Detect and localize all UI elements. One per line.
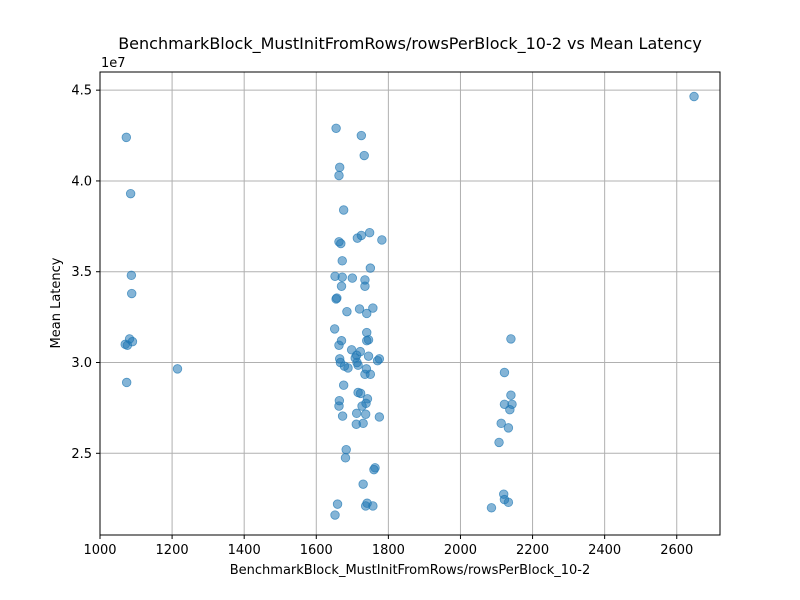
y-axis-ticks: 2.5 3.0 3.5 4.0 4.5 <box>71 84 100 462</box>
scatter-point <box>338 380 349 390</box>
scatter-point <box>363 351 374 361</box>
x-tick-label: 2600 <box>660 543 693 558</box>
y-tick-label: 3.5 <box>71 265 92 280</box>
x-tick-label: 2400 <box>588 543 621 558</box>
scatter-point <box>127 288 137 299</box>
scatter-point <box>332 499 343 509</box>
scatter-point <box>356 130 367 141</box>
scatter-point <box>358 479 368 489</box>
scatter-point <box>331 294 341 304</box>
scatter-point <box>351 419 361 429</box>
scatter-point <box>494 437 504 448</box>
scatter-point <box>369 464 379 475</box>
y-tick-label: 3.0 <box>71 356 92 371</box>
x-tick-label: 1800 <box>372 543 405 558</box>
grid-lines <box>99 72 720 535</box>
scatter-point <box>362 336 372 346</box>
scatter-point <box>337 411 348 421</box>
scatter-point <box>354 304 365 314</box>
scatter-point <box>357 401 367 411</box>
scatter-point <box>359 150 369 161</box>
scatter-point <box>352 233 363 243</box>
y-axis-label: Mean Latency <box>49 257 64 348</box>
scatter-point <box>499 367 510 378</box>
scatter-point <box>360 409 371 419</box>
scatter-point <box>337 272 347 282</box>
scatter-point <box>374 412 385 422</box>
data-points <box>120 91 699 520</box>
y-tick-label: 4.0 <box>71 174 92 189</box>
scatter-point <box>377 235 387 245</box>
scatter-point <box>342 306 352 317</box>
scatter-point <box>372 355 383 366</box>
scatter-point <box>335 162 345 173</box>
scatter-point <box>334 170 344 181</box>
scatter-point <box>362 308 372 319</box>
chart-title: BenchmarkBlock_MustInitFromRows/rowsPerB… <box>118 34 702 54</box>
scatter-point <box>341 444 351 455</box>
scatter-point <box>503 497 514 508</box>
x-tick-label: 2200 <box>516 543 549 558</box>
y-tick-label: 4.5 <box>71 84 92 99</box>
x-tick-label: 2000 <box>444 543 477 558</box>
scatter-point <box>355 388 366 399</box>
x-tick-label: 1000 <box>83 543 116 558</box>
scatter-point <box>338 205 349 215</box>
scatter-point <box>121 377 132 388</box>
scatter-point <box>336 281 347 291</box>
scatter-point <box>340 453 351 463</box>
scatter-point <box>121 132 132 143</box>
scatter-point <box>368 303 378 313</box>
scatter-point <box>368 501 378 511</box>
scatter-point <box>365 369 376 380</box>
scatter-point <box>351 408 362 419</box>
y-axis-offset-label: 1e7 <box>101 56 126 71</box>
scatter-point <box>347 273 358 283</box>
scatter-point <box>496 418 506 429</box>
scatter-point <box>334 340 344 350</box>
scatter-point <box>689 91 699 102</box>
scatter-point <box>334 401 344 411</box>
x-tick-label: 1400 <box>228 543 261 558</box>
x-axis-ticks: 1000 1200 1400 1600 1800 2000 2200 2400 2600 <box>83 535 693 558</box>
x-tick-label: 1200 <box>156 543 189 558</box>
scatter-point <box>365 263 376 273</box>
scatter-point <box>343 363 353 373</box>
scatter-point <box>330 510 340 520</box>
scatter-point <box>503 423 514 433</box>
scatter-point <box>360 281 370 291</box>
x-tick-label: 1600 <box>300 543 333 558</box>
scatter-point <box>125 188 136 199</box>
scatter-point <box>172 364 183 374</box>
scatter-point <box>486 503 497 513</box>
scatter-point <box>329 324 340 334</box>
scatter-point <box>337 256 347 266</box>
scatter-point <box>126 270 137 281</box>
scatter-point <box>353 360 363 370</box>
scatter-point <box>331 123 341 133</box>
plot-area-frame <box>99 71 721 536</box>
scatter-point <box>336 238 346 249</box>
scatter-point <box>506 334 516 344</box>
scatter-point <box>122 340 133 350</box>
scatter-point <box>505 405 515 415</box>
y-tick-label: 2.5 <box>71 447 92 462</box>
x-axis-label: BenchmarkBlock_MustInitFromRows/rowsPerB… <box>230 563 591 578</box>
scatter-point <box>506 390 516 400</box>
scatter-point <box>364 227 375 238</box>
